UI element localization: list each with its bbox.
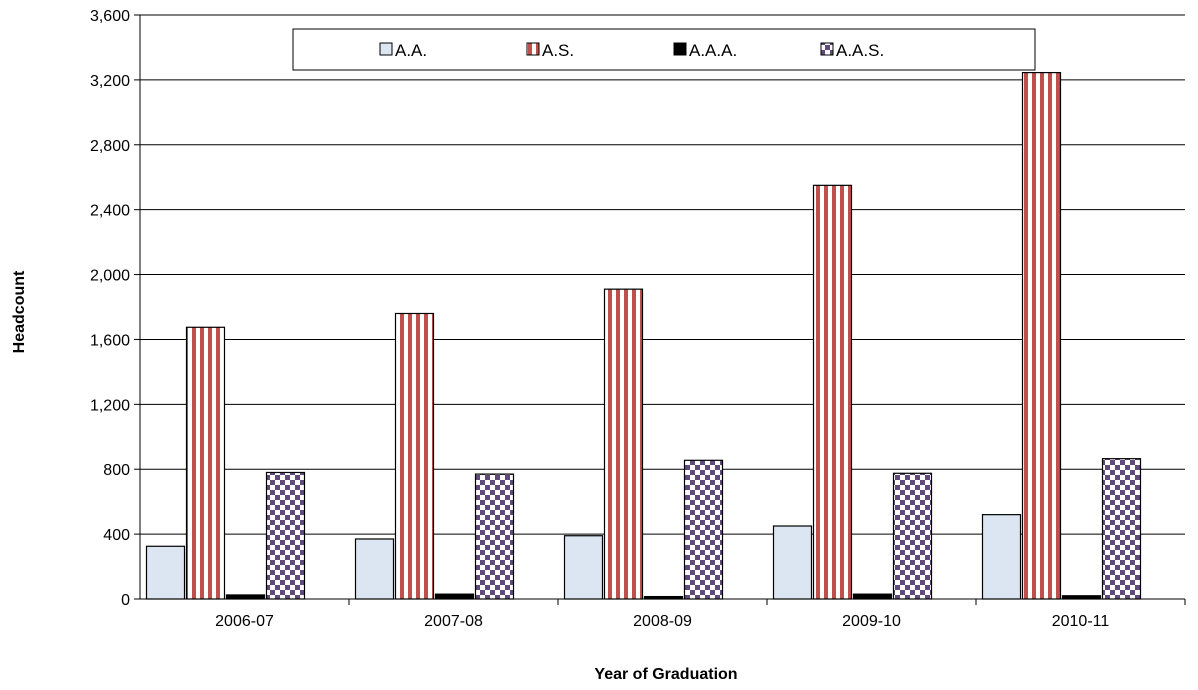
axes [134, 14, 1186, 605]
x-axis-title: Year of Graduation [594, 666, 737, 683]
bar-aa-2008-09 [563, 535, 604, 600]
x-tick-label: 2010-11 [1052, 613, 1110, 630]
y-tick-label: 800 [103, 462, 130, 479]
y-tick-label: 1,600 [90, 332, 130, 349]
bar-aaa-2006-07 [225, 594, 266, 600]
bar-aas-2010-11 [1101, 458, 1142, 600]
legend-swatch [673, 42, 687, 56]
y-tick-label: 2,800 [90, 138, 130, 155]
y-tick-label: 0 [121, 592, 130, 609]
bar-aas-2009-10 [892, 472, 933, 600]
y-tick-label: 3,200 [90, 73, 130, 90]
bar-aas-2006-07 [265, 471, 306, 600]
bars [145, 71, 1142, 600]
x-tick-label: 2008-09 [633, 613, 692, 630]
tick-labels: 0 400 800 1,200 1,600 2,000 2,400 2,800 3,200 3,6… [90, 8, 1109, 630]
legend-label: A.S. [542, 41, 574, 60]
legend-label: A.A.S. [836, 41, 884, 60]
x-tick-label: 2007-08 [424, 613, 483, 630]
bar-aaa-2007-08 [434, 593, 475, 600]
gridlines [140, 14, 1185, 535]
bar-aas-2008-09 [683, 459, 724, 600]
y-tick-label: 400 [103, 527, 130, 544]
bar-as-2008-09 [603, 288, 644, 600]
legend-label: A.A.A. [689, 41, 737, 60]
y-tick-label: 2,000 [90, 268, 130, 285]
bar-aaa-2009-10 [852, 593, 893, 600]
y-tick-label: 2,400 [90, 203, 130, 220]
bar-aas-2007-08 [474, 473, 515, 600]
legend-label: A.A. [395, 41, 427, 60]
bar-as-2010-11 [1021, 71, 1062, 600]
y-axis-title: Headcount [11, 270, 28, 353]
legend-box [292, 28, 1036, 71]
y-tick-label: 3,600 [90, 8, 130, 25]
bar-aa-2010-11 [981, 514, 1022, 600]
bar-as-2009-10 [812, 184, 853, 600]
bar-as-2006-07 [185, 326, 226, 600]
x-tick-label: 2009-10 [842, 613, 901, 630]
y-tick-label: 1,200 [90, 397, 130, 414]
bar-aa-2007-08 [354, 538, 395, 600]
legend-swatch [526, 42, 540, 56]
legend: A.A. A.S. A.A.A. A.A.S. [292, 28, 1036, 71]
legend-swatch [379, 42, 393, 56]
bar-aa-2006-07 [145, 545, 186, 600]
bar-as-2007-08 [394, 312, 435, 600]
bar-aa-2009-10 [772, 525, 813, 600]
x-tick-label: 2006-07 [215, 613, 274, 630]
legend-swatch [820, 42, 834, 56]
